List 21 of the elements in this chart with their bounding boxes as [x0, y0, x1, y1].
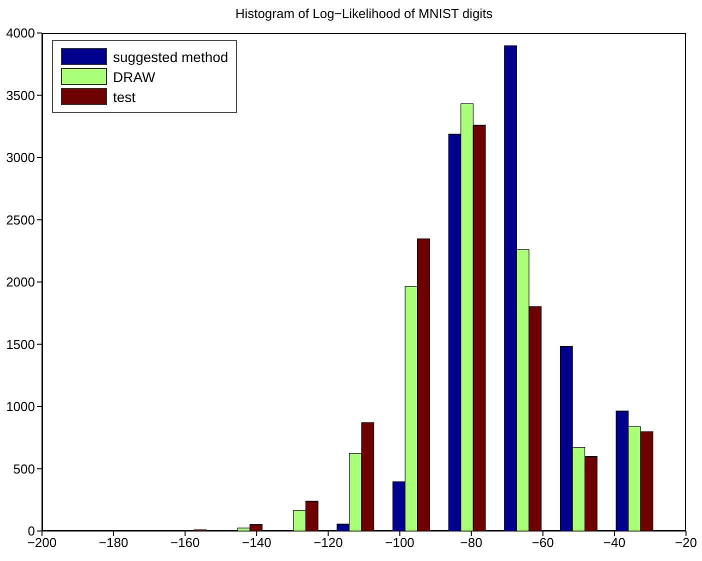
- x-tick-label: −60: [532, 535, 554, 550]
- x-tick-label: −180: [98, 535, 128, 550]
- legend-label: suggested method: [113, 48, 228, 64]
- chart-title: Histogram of Log−Likelihood of MNIST digits: [234, 6, 494, 21]
- legend-label: DRAW: [113, 68, 156, 84]
- y-tick-label: 1000: [6, 399, 35, 414]
- x-tick-label: −40: [603, 535, 626, 550]
- y-tick-label: 500: [13, 461, 35, 476]
- x-tick-label: −100: [385, 535, 414, 550]
- y-tick-label: 2000: [6, 274, 35, 290]
- x-tick-label: −160: [170, 535, 200, 550]
- y-tick-label: 3500: [6, 88, 35, 103]
- y-tick-label: 4000: [6, 26, 35, 41]
- x-tick-label: −120: [314, 535, 343, 550]
- x-tick-label: −80: [460, 535, 482, 550]
- x-tick-label: −20: [674, 535, 698, 550]
- legend-label: test: [113, 88, 136, 104]
- x-tick-label: −140: [242, 535, 272, 550]
- y-tick-label: 3000: [6, 150, 35, 166]
- y-tick-label: 1500: [6, 336, 35, 352]
- y-tick-label: 2500: [6, 212, 35, 228]
